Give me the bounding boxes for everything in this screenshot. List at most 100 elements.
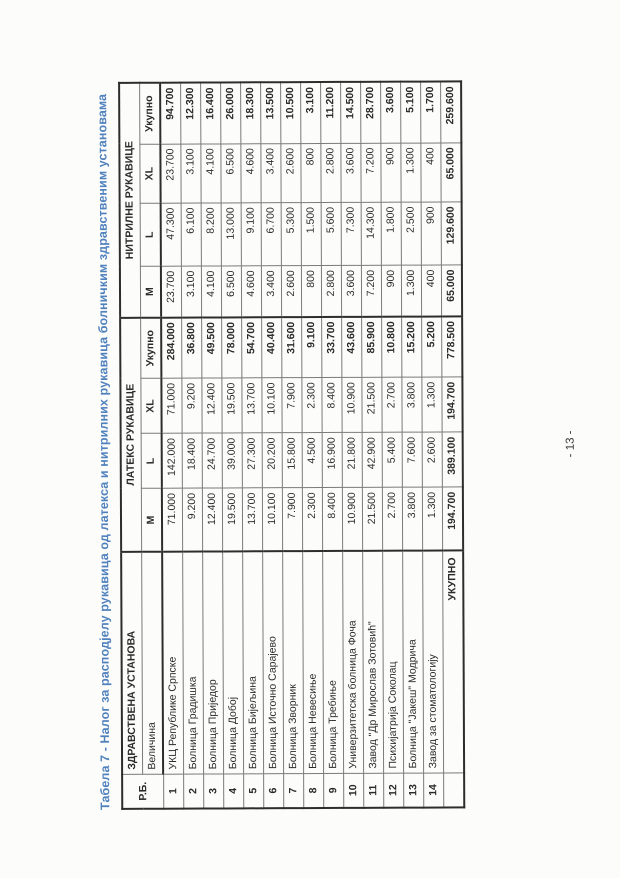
nitrile-l-cell: 1.500: [301, 202, 322, 266]
latex-sum-cell: 33.700: [321, 316, 342, 378]
nitrile-xl-cell: 2.800: [320, 143, 342, 203]
latex-l-cell: 39.000: [222, 433, 243, 489]
latex-l-cell: 42.900: [362, 432, 383, 488]
latex-sum-cell: 85.900: [361, 316, 382, 378]
nitrile-xl-cell: 3.400: [260, 143, 282, 203]
nitrile-l-cell: 9.100: [241, 202, 262, 267]
latex-xl-cell: 1.300: [421, 377, 443, 433]
latex-xl-cell: 2.700: [381, 377, 403, 433]
nitrile-m-cell: 23.700: [160, 266, 182, 318]
institution-cell: УКЦ Републике Српске: [162, 551, 184, 775]
header-nitrile-l: L: [140, 203, 161, 267]
nitrile-m-cell: 400: [421, 265, 442, 317]
institution-cell: Завод за стоматологију: [422, 550, 444, 773]
nitrile-m-cell: 4.100: [201, 266, 222, 318]
total-nitrile-l: 129.600: [441, 201, 462, 266]
latex-sum-cell: 54.700: [241, 316, 262, 379]
institution-cell: Болница "Јакеш" Модрича: [402, 550, 424, 774]
nitrile-m-cell: 2.600: [281, 265, 302, 317]
institution-cell: Болница Градишка: [182, 551, 204, 774]
table-header: Р.Б. ЗДРАВСТВЕНА УСТАНОВА ЛАТЕКС РУКАВИЦ…: [119, 82, 164, 809]
institution-cell: Болница Зворник: [282, 551, 304, 774]
page-number: - 13 -: [564, 430, 577, 458]
nitrile-m-cell: 2.800: [321, 265, 342, 317]
nitrile-l-cell: 14.300: [361, 202, 382, 266]
nitrile-xl-cell: 1.300: [400, 142, 422, 203]
nitrile-l-cell: 5.600: [321, 202, 342, 266]
header-nitrile-total: Укупно: [139, 82, 161, 145]
nitrile-l-cell: 6.100: [181, 202, 202, 267]
table-body: 1 УКЦ Републике Српске 71.000 142.000 71.000…: [160, 81, 444, 809]
latex-l-cell: 7.600: [402, 432, 423, 488]
header-latex-group: ЛАТЕКС РУКАВИЦЕ: [120, 317, 142, 552]
nitrile-l-cell: 900: [421, 201, 442, 266]
header-latex-total: Укупно: [140, 317, 162, 379]
nitrile-xl-cell: 400: [420, 142, 442, 203]
institution-cell: Болница Невесиње: [302, 551, 324, 774]
nitrile-xl-cell: 23.700: [160, 143, 182, 204]
header-institution: ЗДРАВСТВЕНА УСТАНОВА: [121, 551, 143, 775]
nitrile-l-cell: 7.300: [341, 202, 362, 266]
rotated-content: Табела 7 - Налог за расподјелу рукавица …: [95, 58, 610, 810]
latex-m-cell: 21.500: [362, 487, 383, 551]
latex-l-cell: 2.600: [422, 432, 443, 488]
latex-sum-cell: 40.400: [261, 316, 282, 379]
row-number-cell: 9: [323, 773, 344, 809]
total-nitrile-m: 65.000: [441, 265, 463, 317]
latex-m-cell: 12.400: [202, 488, 223, 552]
nitrile-m-cell: 3.400: [261, 265, 282, 317]
latex-xl-cell: 3.800: [401, 377, 423, 433]
latex-sum-cell: 284.000: [161, 317, 182, 379]
institution-cell: Завод "Др Мирослав Зотовић": [362, 550, 384, 774]
nitrile-l-cell: 8.200: [201, 202, 222, 267]
institution-cell: Болница Приједор: [202, 551, 224, 774]
nitrile-l-cell: 1.800: [381, 202, 402, 266]
latex-l-cell: 5.400: [382, 432, 403, 488]
row-number-cell: 3: [203, 773, 224, 809]
header-size-label: Величина: [141, 551, 164, 775]
nitrile-sum-cell: 11.200: [320, 81, 341, 144]
nitrile-m-cell: 1.300: [401, 265, 422, 317]
nitrile-sum-cell: 1.700: [420, 81, 441, 143]
nitrile-m-cell: 800: [301, 265, 322, 317]
latex-sum-cell: 43.600: [341, 316, 362, 378]
latex-xl-cell: 71.000: [161, 378, 183, 434]
row-number-cell: 6: [263, 773, 284, 809]
nitrile-xl-cell: 4.600: [240, 143, 262, 203]
nitrile-sum-cell: 13.500: [260, 82, 281, 144]
nitrile-sum-cell: 5.100: [400, 81, 421, 143]
nitrile-l-cell: 5.300: [281, 202, 302, 266]
latex-l-cell: 16.900: [322, 432, 343, 488]
nitrile-m-cell: 7.200: [361, 265, 382, 317]
latex-l-cell: 20.200: [262, 433, 283, 489]
latex-m-cell: 3.800: [402, 487, 423, 551]
nitrile-l-cell: 13.000: [221, 202, 242, 267]
total-latex-l: 389.100: [442, 432, 463, 488]
header-nitrile-group: НИТРИЛНЕ РУКАВИЦЕ: [119, 82, 141, 318]
institution-cell: Психијатрија Соколац: [382, 550, 404, 774]
total-nitrile-xl: 65.000: [440, 142, 462, 202]
latex-m-cell: 2.300: [302, 487, 323, 552]
latex-xl-cell: 8.400: [321, 377, 343, 433]
latex-xl-cell: 21.500: [361, 377, 383, 433]
latex-xl-cell: 2.300: [301, 377, 323, 433]
latex-sum-cell: 5.200: [421, 316, 442, 378]
latex-m-cell: 10.900: [342, 487, 363, 552]
institution-cell: Болница Источно Сарајево: [262, 551, 284, 774]
total-latex-sum: 778.500: [441, 316, 463, 378]
latex-xl-cell: 9.200: [181, 378, 203, 434]
header-latex-xl: XL: [140, 378, 162, 434]
row-number-cell: 11: [363, 773, 384, 808]
total-row: УКУПНО 194.700 389.100 194.700 778.500 6…: [440, 81, 465, 808]
nitrile-m-cell: 3.100: [181, 266, 202, 318]
latex-sum-cell: 15.200: [401, 316, 422, 378]
nitrile-sum-cell: 12.300: [180, 82, 201, 144]
row-number-cell: 10: [343, 773, 364, 808]
nitrile-xl-cell: 4.100: [200, 143, 222, 203]
row-number-cell: 12: [383, 773, 404, 808]
latex-sum-cell: 78.000: [221, 316, 242, 379]
header-latex-m: М: [141, 488, 163, 552]
latex-xl-cell: 10.900: [341, 377, 363, 433]
header-latex-l: L: [141, 433, 162, 489]
